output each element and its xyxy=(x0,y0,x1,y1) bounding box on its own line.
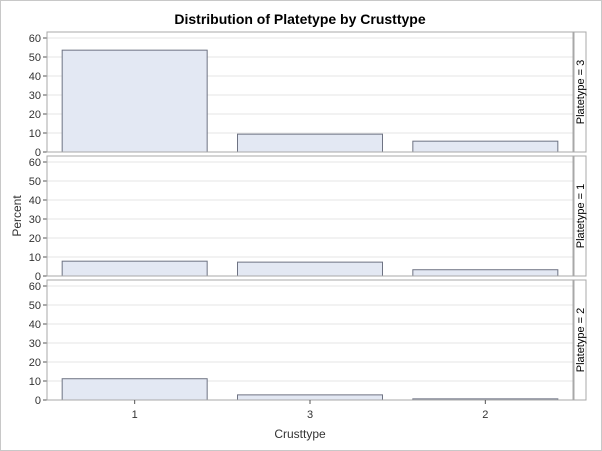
y-tick-label: 0 xyxy=(35,395,41,407)
panel-strip-label: Platetype = 1 xyxy=(575,184,587,249)
y-tick-label: 20 xyxy=(29,357,41,369)
y-tick-label: 60 xyxy=(29,33,41,45)
bar xyxy=(237,261,383,277)
y-axis-label: Percent xyxy=(10,195,24,237)
bar xyxy=(237,394,383,401)
y-tick-label: 40 xyxy=(29,71,41,83)
panel-border xyxy=(46,155,574,277)
y-tick-label: 20 xyxy=(29,109,41,121)
y-tick-label: 50 xyxy=(29,176,41,188)
panel-strip xyxy=(573,155,587,277)
y-tick-label: 10 xyxy=(29,252,41,264)
bar xyxy=(237,133,383,153)
bar xyxy=(412,269,559,277)
panel-strip-label: Platetype = 2 xyxy=(575,308,587,373)
y-tick-label: 30 xyxy=(29,214,41,226)
y-tick-label: 50 xyxy=(29,300,41,312)
x-axis-label: Crusttype xyxy=(274,427,326,441)
y-tick-label: 0 xyxy=(35,147,41,159)
bar xyxy=(61,49,208,153)
x-tick-label: 3 xyxy=(307,409,313,421)
x-tick-label: 1 xyxy=(132,409,138,421)
y-tick-label: 10 xyxy=(29,376,41,388)
panel-strip xyxy=(573,31,587,153)
y-tick-label: 10 xyxy=(29,128,41,140)
y-tick-label: 60 xyxy=(29,157,41,169)
y-tick-label: 30 xyxy=(29,90,41,102)
panel-border xyxy=(46,31,574,153)
bar xyxy=(412,140,559,153)
panel-strip-label: Platetype = 3 xyxy=(575,60,587,125)
chart-title: Distribution of Platetype by Crusttype xyxy=(174,11,425,27)
y-tick-label: 0 xyxy=(35,271,41,283)
y-tick-label: 40 xyxy=(29,195,41,207)
y-tick-label: 50 xyxy=(29,52,41,64)
y-tick-label: 30 xyxy=(29,338,41,350)
y-tick-label: 60 xyxy=(29,281,41,293)
bar xyxy=(61,378,208,401)
y-tick-label: 20 xyxy=(29,233,41,245)
bar xyxy=(61,260,208,277)
panel-strip xyxy=(573,279,587,401)
y-tick-label: 40 xyxy=(29,319,41,331)
x-tick-label: 2 xyxy=(482,409,488,421)
